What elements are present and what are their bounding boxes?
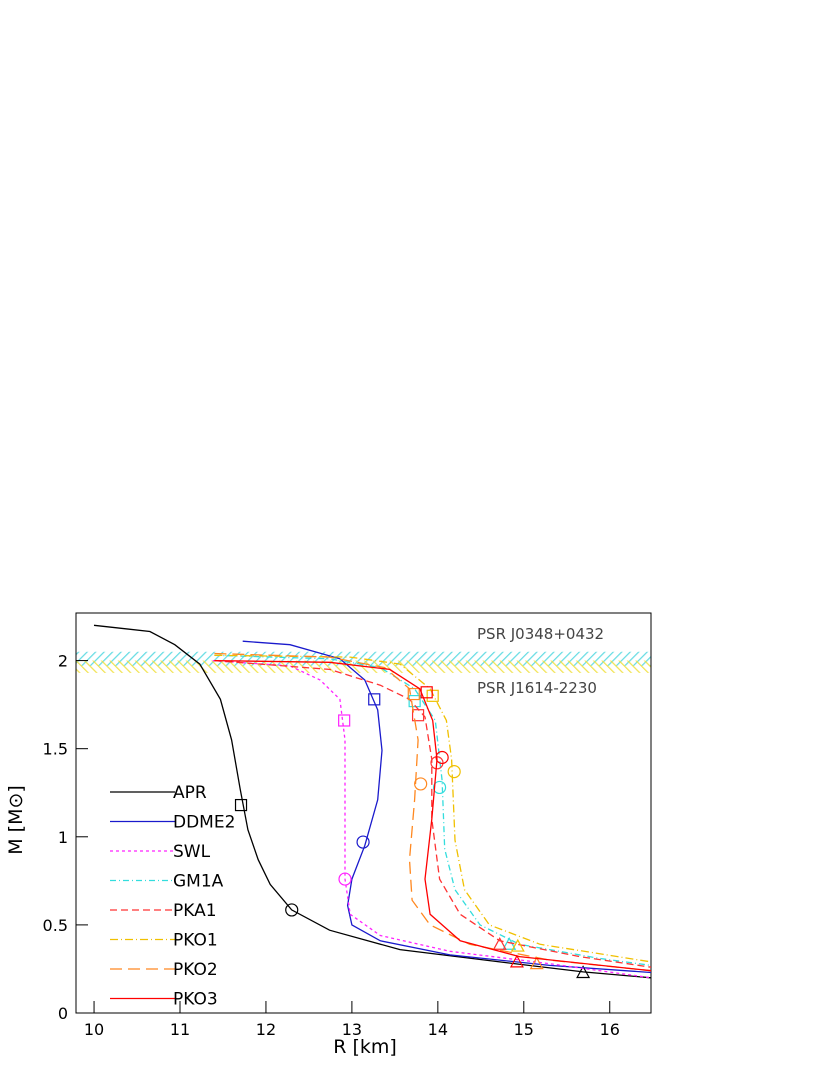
curve xyxy=(214,659,651,968)
x-tick-label: 12 xyxy=(256,1020,276,1039)
y-tick-label: 2 xyxy=(58,652,68,671)
curve xyxy=(214,654,651,963)
band-label: PSR J1614-2230 xyxy=(477,679,597,697)
triangle-marker xyxy=(529,956,544,970)
circle-marker xyxy=(356,835,370,849)
circle-marker xyxy=(414,777,428,791)
circle-marker xyxy=(338,872,352,886)
x-axis-label: R [km] xyxy=(333,1036,397,1058)
plot-area xyxy=(93,624,651,979)
x-tick-label: 16 xyxy=(600,1020,620,1039)
curve xyxy=(214,659,651,972)
circle-marker xyxy=(447,764,461,779)
legend-label: GM1A xyxy=(173,872,224,892)
legend-label: PKO3 xyxy=(173,990,218,1010)
curve xyxy=(212,659,651,979)
square-marker xyxy=(338,714,351,727)
legend-label: PKA1 xyxy=(173,901,217,921)
square-marker xyxy=(368,693,381,706)
triangle-marker xyxy=(509,954,524,968)
triangle-marker xyxy=(576,965,591,979)
legend-label: SWL xyxy=(173,842,211,862)
legend-label: PKO2 xyxy=(173,960,218,980)
legend-label: DDME2 xyxy=(173,813,235,833)
x-tick-label: 13 xyxy=(342,1020,362,1039)
y-tick-label: 1 xyxy=(58,828,68,847)
square-marker xyxy=(411,709,425,722)
y-tick-label: 0 xyxy=(58,1004,68,1023)
x-tick-label: 15 xyxy=(514,1020,534,1039)
triangle-marker xyxy=(492,937,507,950)
x-tick-label: 10 xyxy=(84,1020,104,1039)
y-axis-label: M [M⊙] xyxy=(5,785,27,855)
curve xyxy=(93,624,651,979)
legend-label: PKO1 xyxy=(173,931,218,951)
plot-frame xyxy=(75,612,652,1014)
x-tick-label: 14 xyxy=(428,1020,448,1039)
circle-marker xyxy=(432,780,447,795)
legend-label: APR xyxy=(173,783,207,803)
curve xyxy=(242,640,651,974)
y-tick-label: 0.5 xyxy=(43,916,68,935)
x-tick-label: 11 xyxy=(170,1020,190,1039)
circle-marker xyxy=(435,750,449,765)
curve xyxy=(214,654,651,967)
circle-marker xyxy=(285,903,299,917)
band-label: PSR J0348+0432 xyxy=(477,625,604,643)
triangle-marker xyxy=(510,938,525,952)
square-marker xyxy=(234,798,248,812)
square-marker xyxy=(420,686,433,699)
square-marker xyxy=(408,695,421,708)
square-marker xyxy=(407,687,420,701)
y-tick-label: 1.5 xyxy=(43,740,68,759)
